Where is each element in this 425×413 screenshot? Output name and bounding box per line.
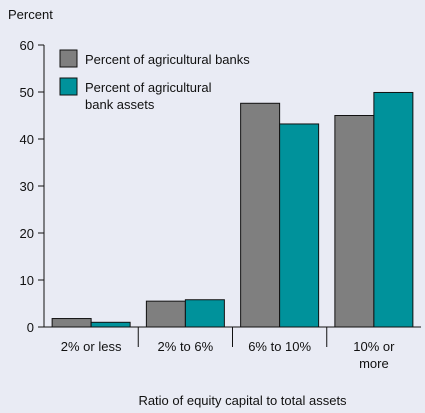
y-tick-label: 20 xyxy=(20,226,34,241)
legend-label: Percent of agricultural xyxy=(85,80,212,95)
x-axis-label: Ratio of equity capital to total assets xyxy=(138,393,347,408)
bar-banks xyxy=(334,115,375,328)
bar-banks xyxy=(51,318,92,328)
y-tick-label: 50 xyxy=(20,85,34,100)
y-tick-label: 40 xyxy=(20,132,34,147)
x-tick-label: 2% to 6% xyxy=(158,339,214,354)
legend-label: Percent of agricultural banks xyxy=(85,52,250,67)
legend-swatch xyxy=(59,49,78,68)
y-tick-label: 10 xyxy=(20,273,34,288)
y-tick-label: 30 xyxy=(20,179,34,194)
bar-assets xyxy=(90,321,131,328)
x-tick-label: more xyxy=(359,356,389,371)
legend-swatch xyxy=(59,77,78,96)
x-tick-label: 2% or less xyxy=(61,339,122,354)
y-tick-label: 60 xyxy=(20,38,34,53)
bar-assets xyxy=(279,123,320,328)
x-tick-label: 6% to 10% xyxy=(248,339,311,354)
bar-banks xyxy=(145,300,186,328)
bar-assets xyxy=(184,299,225,328)
axes: Percent 0 10 20 30 40 50 60 2% or less 2% to 6% 6%… xyxy=(8,7,421,408)
legend-label: bank assets xyxy=(85,97,155,112)
y-tick-label: 0 xyxy=(27,320,34,335)
bars xyxy=(51,91,414,328)
legend: Percent of agricultural banks Percent of … xyxy=(59,49,250,112)
x-tick-label: 10% or xyxy=(353,339,395,354)
bar-assets xyxy=(373,91,414,328)
y-axis-label: Percent xyxy=(8,7,53,22)
bar-banks xyxy=(240,102,281,328)
